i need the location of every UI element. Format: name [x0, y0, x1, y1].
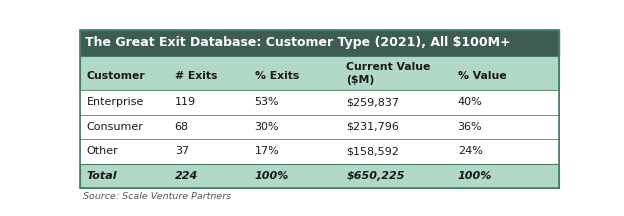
Text: Enterprise: Enterprise — [87, 97, 144, 107]
Bar — [80, 139, 559, 164]
Text: $259,837: $259,837 — [346, 97, 399, 107]
Bar — [80, 56, 559, 90]
Text: The Great Exit Database: Customer Type (2021), All $100M+: The Great Exit Database: Customer Type (… — [85, 37, 511, 49]
Bar — [80, 30, 559, 56]
Bar — [80, 114, 559, 139]
Text: Customer: Customer — [87, 71, 145, 81]
Text: % Exits: % Exits — [255, 71, 299, 81]
Text: 100%: 100% — [255, 171, 289, 181]
Text: 24%: 24% — [457, 146, 482, 156]
Text: 36%: 36% — [457, 122, 482, 132]
Text: 68: 68 — [175, 122, 189, 132]
Text: Current Value: Current Value — [346, 62, 431, 72]
Text: ($M): ($M) — [346, 75, 374, 85]
Bar — [80, 164, 559, 188]
Text: % Value: % Value — [457, 71, 506, 81]
Text: 40%: 40% — [457, 97, 482, 107]
Text: Other: Other — [87, 146, 119, 156]
Text: 53%: 53% — [255, 97, 279, 107]
Text: 119: 119 — [175, 97, 196, 107]
Text: 37: 37 — [175, 146, 189, 156]
Bar — [80, 90, 559, 114]
Text: $650,225: $650,225 — [346, 171, 405, 181]
Text: 100%: 100% — [457, 171, 492, 181]
Text: 30%: 30% — [255, 122, 279, 132]
Text: Source: Scale Venture Partners: Source: Scale Venture Partners — [83, 192, 231, 201]
Text: # Exits: # Exits — [175, 71, 217, 81]
Text: Total: Total — [87, 171, 117, 181]
Text: $158,592: $158,592 — [346, 146, 399, 156]
Text: 224: 224 — [175, 171, 198, 181]
Text: 17%: 17% — [255, 146, 280, 156]
Text: $231,796: $231,796 — [346, 122, 399, 132]
Text: Consumer: Consumer — [87, 122, 144, 132]
